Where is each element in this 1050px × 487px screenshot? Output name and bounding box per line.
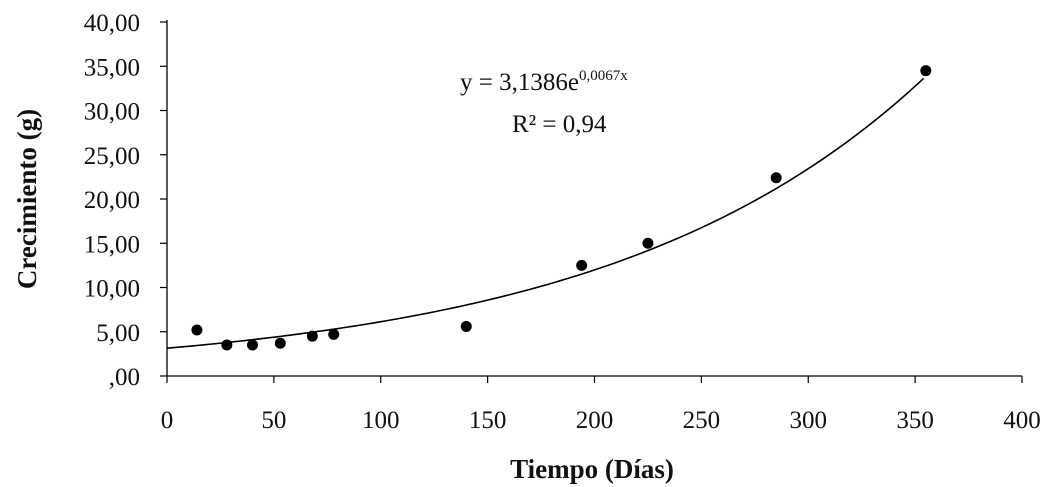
y-tick-label: 30,00 bbox=[84, 99, 140, 126]
y-axis-ticks: ,00 5,00 10,00 15,00 20,00 25,00 30,00 35,00 40,… bbox=[84, 10, 167, 391]
data-point bbox=[576, 259, 588, 271]
y-tick-label: 35,00 bbox=[84, 54, 140, 81]
x-tick-label: 300 bbox=[790, 407, 828, 434]
x-tick-label: 250 bbox=[683, 407, 721, 434]
y-tick-label: 15,00 bbox=[84, 231, 140, 258]
data-points bbox=[191, 65, 932, 351]
x-axis-title: Tiempo (Días) bbox=[510, 454, 674, 484]
r-squared-label: R² = 0,94 bbox=[512, 111, 607, 138]
y-tick-label: 20,00 bbox=[84, 187, 140, 214]
trendline bbox=[166, 77, 925, 350]
x-tick-label: 350 bbox=[896, 407, 934, 434]
data-point bbox=[328, 328, 340, 340]
data-point bbox=[770, 172, 782, 184]
data-point bbox=[642, 237, 654, 249]
trendline-group bbox=[166, 77, 925, 350]
y-tick-label: ,00 bbox=[109, 364, 140, 391]
data-point bbox=[191, 324, 203, 336]
x-tick-label: 150 bbox=[469, 407, 507, 434]
x-tick-label: 400 bbox=[1003, 407, 1041, 434]
equation-exponent: 0,0067x bbox=[579, 68, 628, 84]
y-tick-label: 40,00 bbox=[84, 10, 140, 37]
data-point bbox=[920, 65, 932, 77]
y-tick-label: 5,00 bbox=[96, 320, 140, 347]
equation-main: y = 3,1386e bbox=[460, 69, 579, 96]
data-point bbox=[306, 330, 318, 342]
data-point bbox=[460, 320, 472, 332]
data-point bbox=[247, 339, 258, 351]
y-tick-label: 10,00 bbox=[84, 276, 140, 303]
x-axis-ticks: 0 50 100 150 200 250 300 350 400 bbox=[161, 376, 1041, 434]
x-tick-label: 200 bbox=[576, 407, 614, 434]
equation-label: y = 3,1386e0,0067x bbox=[460, 68, 628, 96]
x-tick-label: 0 bbox=[161, 407, 174, 434]
data-point bbox=[274, 337, 286, 349]
x-tick-label: 100 bbox=[362, 407, 400, 434]
y-axis-title: Crecimiento (g) bbox=[12, 109, 42, 289]
y-tick-label: 25,00 bbox=[84, 143, 140, 170]
x-tick-label: 50 bbox=[261, 407, 286, 434]
data-point bbox=[221, 339, 233, 351]
